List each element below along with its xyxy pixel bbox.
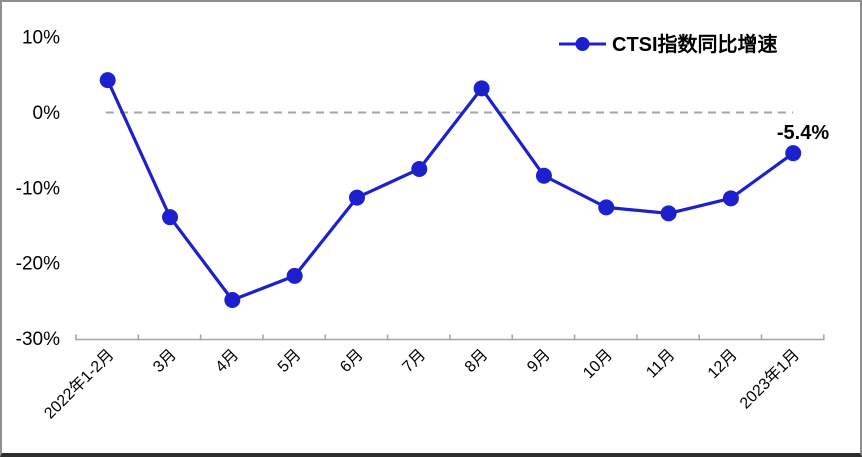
x-tick-label: 6月 — [337, 346, 367, 376]
x-tick-label: 11月 — [643, 346, 678, 381]
x-tick-label: 7月 — [399, 346, 429, 376]
y-tick-label: -10% — [16, 178, 60, 199]
data-point — [348, 189, 365, 206]
y-tick-label: -20% — [16, 254, 60, 275]
y-axis-labels: 10% 0% -10% -20% -30% — [16, 28, 60, 350]
data-point — [162, 209, 179, 226]
y-tick-label: 10% — [22, 28, 60, 49]
series-ctsi — [99, 72, 802, 308]
x-tick-label: 12月 — [705, 346, 741, 382]
data-point — [722, 190, 739, 207]
data-point — [286, 267, 303, 284]
x-tick-label: 5月 — [275, 346, 305, 376]
x-tick-label: 3月 — [150, 346, 180, 376]
data-point — [535, 167, 552, 184]
x-tick-label: 4月 — [213, 346, 243, 376]
x-tick-label: 2023年1月 — [736, 346, 803, 413]
x-tick-label: 8月 — [462, 346, 492, 376]
x-tick-label: 10月 — [580, 346, 616, 382]
data-point — [411, 160, 428, 177]
legend-dot-marker — [575, 37, 590, 51]
data-point — [785, 145, 802, 162]
last-point-annotation: -5.4% — [777, 122, 829, 144]
data-point — [99, 72, 116, 89]
y-tick-label: 0% — [33, 103, 61, 124]
x-tick-label: 9月 — [524, 346, 554, 376]
data-point — [598, 199, 615, 216]
data-point — [473, 80, 490, 97]
legend: CTSI指数同比增速 — [559, 32, 778, 56]
x-axis — [75, 334, 825, 341]
x-tick-label: 2022年1-2月 — [41, 346, 118, 423]
legend-label: CTSI指数同比增速 — [612, 32, 778, 56]
data-point — [660, 205, 677, 222]
data-point — [224, 291, 241, 308]
series-line — [106, 78, 795, 302]
y-tick-label: -30% — [16, 329, 60, 350]
